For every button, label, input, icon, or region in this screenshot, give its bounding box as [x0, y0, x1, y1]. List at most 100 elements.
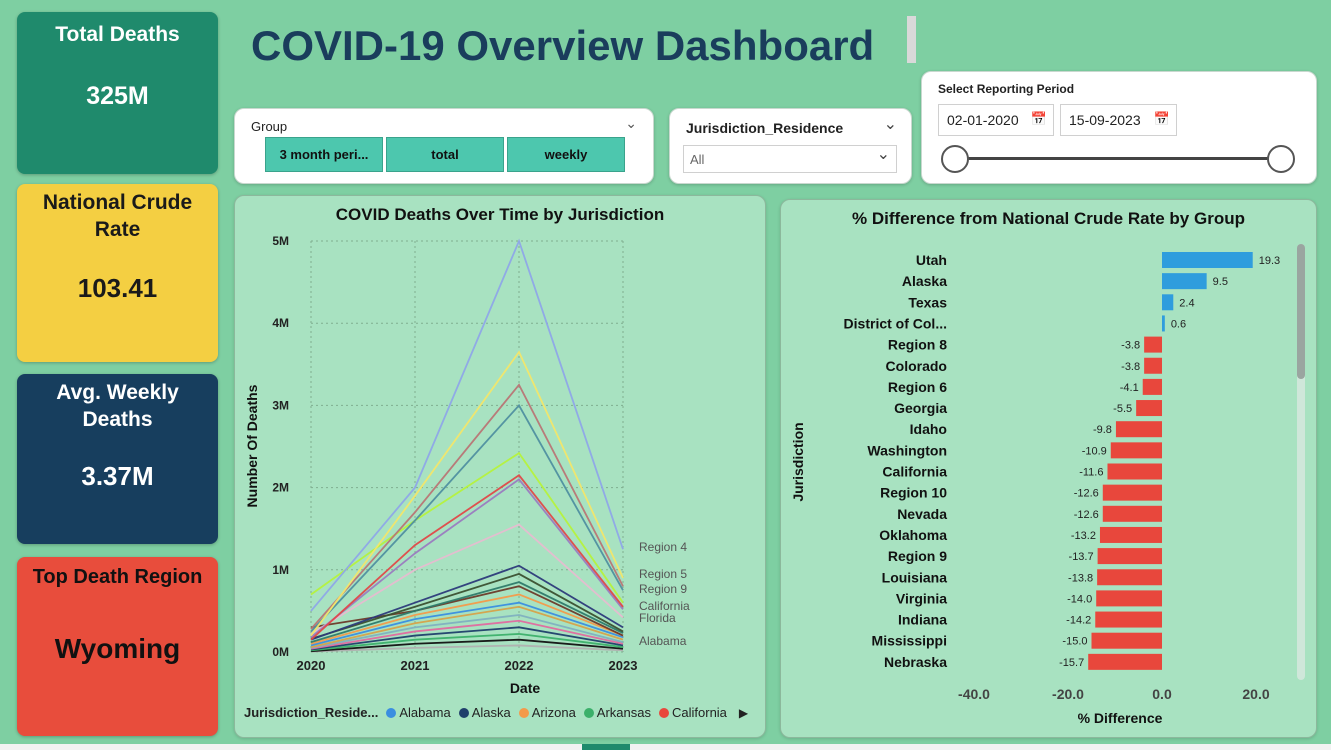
legend-label: California [672, 705, 727, 720]
bar [1162, 315, 1165, 332]
chevron-down-icon: ⌄ [876, 146, 890, 163]
bar-chart-scrollbar[interactable] [1297, 244, 1305, 680]
x-axis-label: Date [510, 680, 541, 696]
top-region-value: Wyoming [54, 633, 181, 664]
category-label: Utah [916, 252, 947, 268]
jurisdiction-dropdown[interactable]: All ⌄ [683, 145, 897, 173]
series-line [310, 581, 624, 643]
legend-item-california[interactable]: California [659, 705, 727, 720]
start-date-input[interactable]: 02-01-2020 📅 [938, 104, 1054, 136]
line-chart-panel: COVID Deaths Over Time by Jurisdiction 0… [234, 195, 766, 738]
bar [1095, 611, 1162, 628]
end-label: Alabama [639, 634, 687, 648]
bar [1144, 336, 1162, 353]
bar-value-label: -11.6 [1079, 467, 1103, 479]
bar [1096, 590, 1162, 607]
category-label: Region 6 [888, 379, 947, 395]
x-tick-label: 2020 [297, 658, 326, 673]
end-date-input[interactable]: 15-09-2023 📅 [1060, 104, 1177, 136]
series-line [310, 523, 624, 635]
bar-value-label: -12.6 [1074, 488, 1099, 500]
active-tab-indicator[interactable] [582, 744, 630, 750]
bar-value-label: -13.8 [1068, 572, 1093, 584]
series-line [310, 572, 624, 640]
chevron-down-icon[interactable]: ⌄ [625, 115, 637, 131]
bar [1097, 569, 1162, 586]
group-slicer[interactable]: Group ⌄ 3 month peri... total weekly [234, 108, 654, 184]
legend-item-alabama[interactable]: Alabama [386, 705, 451, 720]
line-chart-legend: Jurisdiction_Reside... Alabama Alaska Ar… [244, 705, 748, 720]
legend-item-alaska[interactable]: Alaska [458, 705, 511, 720]
end-label: California [639, 599, 690, 613]
x-tick-label: 0.0 [1152, 686, 1172, 702]
x-tick-label: 2021 [401, 658, 430, 673]
bar-value-label: 0.6 [1171, 318, 1186, 330]
y-axis-label: Jurisdiction [790, 422, 806, 501]
bar-value-label: -5.5 [1113, 403, 1132, 415]
chevron-down-icon[interactable]: ⌄ [883, 116, 897, 133]
jurisdiction-slicer-title: Jurisdiction_Residence [686, 120, 844, 136]
line-chart: 0M 1M 2M 3M 4M 5M 2020 2021 2022 2023 Region 4 Regi… [244, 234, 690, 696]
legend-dot [659, 707, 669, 718]
series-line [310, 564, 624, 641]
bar [1102, 484, 1162, 501]
group-option-total[interactable]: total [386, 137, 504, 172]
category-label: Nevada [897, 506, 947, 522]
weekly-deaths-label: Avg. Weekly Deaths [56, 381, 179, 431]
legend-label: Alabama [399, 705, 451, 720]
legend-item-arizona[interactable]: Arizona [518, 705, 576, 720]
date-range-start-handle[interactable] [941, 145, 969, 173]
calendar-icon[interactable]: 📅 [1153, 111, 1170, 126]
scrollbar-thumb[interactable] [1297, 244, 1305, 379]
category-label: Region 9 [888, 548, 947, 564]
series-line [310, 403, 624, 633]
bar [1162, 294, 1174, 311]
category-label: Alaska [902, 273, 947, 289]
bar-value-label: -15.7 [1059, 657, 1084, 669]
bar-value-label: -9.8 [1093, 424, 1112, 436]
bar-value-label: -12.6 [1074, 509, 1099, 521]
bar [1136, 400, 1162, 417]
bar [1102, 505, 1162, 522]
legend-dot [458, 707, 469, 718]
legend-item-arkansas[interactable]: Arkansas [583, 705, 651, 720]
total-deaths-value: 325M [86, 82, 149, 110]
date-range-end-handle[interactable] [1267, 145, 1295, 173]
legend-title: Jurisdiction_Reside... [244, 705, 379, 720]
total-deaths-card: Total Deaths 325M [17, 12, 218, 174]
category-label: Texas [908, 294, 947, 310]
group-option-weekly[interactable]: weekly [507, 137, 625, 172]
bar [1099, 526, 1162, 543]
category-label: Washington [867, 442, 947, 458]
x-tick-label: 20.0 [1242, 686, 1269, 702]
group-slicer-title: Group [251, 119, 288, 134]
bar [1088, 653, 1162, 670]
group-option-3-month[interactable]: 3 month peri... [265, 137, 383, 172]
bar [1144, 357, 1162, 374]
line-chart-title: COVID Deaths Over Time by Jurisdiction [335, 205, 665, 224]
period-slicer[interactable]: Select Reporting Period 02-01-2020 📅 15-… [921, 71, 1317, 184]
bar-chart: Utah 19.3 Alaska 9.5 Texas 2.4 District of Col… [790, 252, 1280, 726]
jurisdiction-slicer[interactable]: Jurisdiction_Residence ⌄ All ⌄ [669, 108, 912, 184]
legend-label: Alaska [471, 705, 511, 720]
y-tick-label: 1M [272, 563, 289, 577]
legend-dot [386, 707, 397, 718]
bar-value-label: -3.8 [1121, 340, 1140, 352]
y-tick-label: 4M [272, 316, 289, 330]
date-range-track[interactable] [955, 157, 1280, 160]
period-slicer-title: Select Reporting Period [938, 82, 1075, 96]
series-line [310, 585, 624, 637]
weekly-deaths-card: Avg. Weekly Deaths 3.37M [17, 374, 218, 544]
y-tick-label: 2M [272, 481, 289, 495]
bar-chart-title: % Difference from National Crude Rate by… [852, 209, 1245, 228]
legend-next-arrow-icon[interactable]: ▶ [738, 705, 749, 720]
top-region-card: Top Death Region Wyoming [17, 557, 218, 736]
bar-value-label: 19.3 [1259, 255, 1280, 267]
legend-label: Arkansas [596, 705, 651, 720]
end-label: Region 9 [639, 582, 687, 596]
calendar-icon[interactable]: 📅 [1030, 111, 1047, 126]
crude-rate-label: National Crude Rate [42, 191, 193, 241]
bar-value-label: -15.0 [1062, 636, 1087, 648]
bar-chart-panel: % Difference from National Crude Rate by… [780, 199, 1317, 738]
y-tick-label: 5M [272, 234, 289, 248]
